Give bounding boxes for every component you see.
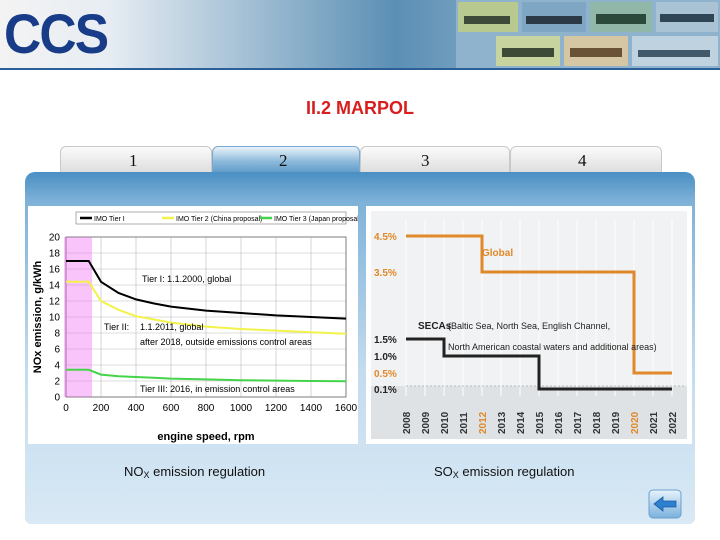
- nox-plot-frame: [65, 236, 347, 398]
- nox-ytick-label: 20: [49, 233, 61, 244]
- sox-chart: 2008 2009 2010 2011 2012 2013 2014 2015 2016 2017…: [366, 206, 692, 444]
- tab-bar: 1 2 3 4: [60, 146, 662, 174]
- sox-xtick-label: 2012: [478, 411, 489, 434]
- tab-1[interactable]: 1: [60, 146, 212, 174]
- nox-ytick-label: 4: [54, 361, 60, 372]
- nox-ytick-label: 18: [49, 249, 61, 260]
- sox-xtick-label: 2011: [459, 412, 470, 434]
- sox-xtick-label: 2013: [497, 411, 508, 434]
- tab-3[interactable]: 3: [360, 146, 510, 174]
- sox-ytick-label: 3.5%: [374, 268, 397, 279]
- nox-ytick-label: 14: [49, 281, 61, 292]
- caption-prefix: NO: [124, 464, 144, 479]
- nox-annotation: after 2018, outside emissions control ar…: [140, 337, 312, 347]
- sox-xtick-label: 2021: [649, 411, 660, 434]
- nox-legend-entry: IMO Tier 2 (China proposal): [176, 216, 262, 223]
- nox-ytick-label: 0: [54, 393, 60, 404]
- sox-xtick-label: 2022: [668, 411, 679, 434]
- sox-xtick-label: 2010: [440, 411, 451, 434]
- caption-subscript: X: [143, 470, 150, 480]
- nox-legend-entry: IMO Tier 3 (Japan proposal): [274, 216, 358, 223]
- sox-ytick-label: 0.1%: [374, 385, 397, 396]
- ship-photos: [456, 0, 720, 68]
- nox-ytick-label: 8: [54, 329, 60, 340]
- sox-ytick-label: 1.5%: [374, 335, 397, 346]
- nox-xtick-label: 400: [128, 403, 145, 414]
- sox-xtick-label: 2014: [516, 411, 527, 434]
- header-divider: [0, 68, 720, 70]
- sox-xtick-label: 2009: [421, 411, 432, 434]
- sox-xtick-label: 2016: [554, 411, 565, 434]
- nox-xtick-label: 800: [198, 403, 215, 414]
- tab-2[interactable]: 2: [212, 146, 360, 174]
- nox-xtick-label: 1600: [335, 403, 358, 414]
- sox-series-line: [406, 234, 672, 375]
- tab-4[interactable]: 4: [510, 146, 662, 174]
- nox-chart: 0 2 4 6 8 10 12 14 16 18 20 0 200 400 600 800 1000 1200 14…: [28, 206, 361, 444]
- sox-xtick-label: 2019: [611, 411, 622, 434]
- sox-xtick-label: 2015: [535, 411, 546, 434]
- sox-xtick-label: 2018: [592, 411, 603, 434]
- nox-xtick-label: 600: [163, 403, 180, 414]
- caption-subscript: X: [452, 470, 459, 480]
- nox-annotation: Tier II:: [104, 322, 129, 332]
- nox-xtick-label: 1400: [300, 403, 323, 414]
- nox-ytick-label: 10: [49, 313, 61, 324]
- sox-ytick-label: 1.0%: [374, 352, 397, 363]
- nox-ytick-label: 16: [49, 265, 61, 276]
- nox-series-line: [66, 368, 347, 383]
- sox-xtick-label: 2020: [630, 411, 641, 434]
- sox-ytick-label: 4.5%: [374, 232, 397, 243]
- nox-xtick-label: 1200: [265, 403, 288, 414]
- nox-annotation: Tier I: 1.1.2000, global: [142, 274, 231, 284]
- sox-caption: SOX emission regulation: [434, 464, 574, 480]
- back-arrow-icon[interactable]: [648, 489, 682, 519]
- nox-xlabel: engine speed, rpm: [157, 431, 254, 443]
- nox-series-line: [66, 260, 347, 320]
- nox-caption: NOX emission regulation: [124, 464, 265, 480]
- sox-ytick-label: 0.5%: [374, 369, 397, 380]
- sox-chart-svg: 2008 2009 2010 2011 2012 2013 2014 2015 2016 2017…: [371, 211, 687, 439]
- sox-xtick-label: 2008: [402, 411, 413, 434]
- sox-annotation: Global: [482, 248, 513, 259]
- nox-ylabel: NOx emission, g/kWh: [32, 260, 44, 373]
- nox-xtick-label: 1000: [230, 403, 253, 414]
- nox-series-line: [66, 280, 347, 335]
- tab-label: 4: [578, 151, 587, 170]
- tab-label: 3: [421, 151, 430, 170]
- tab-label: 2: [279, 151, 288, 170]
- tab-label: 1: [129, 151, 138, 170]
- nox-xtick-label: 200: [93, 403, 110, 414]
- nox-ytick-label: 12: [49, 297, 61, 308]
- caption-suffix: emission regulation: [458, 464, 575, 479]
- ccs-logo: CCS: [4, 2, 109, 65]
- nox-legend-entry: IMO Tier I: [94, 216, 125, 223]
- nox-annotation: Tier III: 2016, in emission control area…: [140, 384, 295, 394]
- sox-xtick-label: 2017: [573, 411, 584, 434]
- sox-annotation: (Baltic Sea, North Sea, English Channel,: [448, 321, 610, 331]
- nox-annotation: 1.1.2011, global: [140, 322, 203, 332]
- caption-prefix: SO: [434, 464, 453, 479]
- sox-annotation: SECAs: [418, 321, 452, 332]
- sox-series-line: [406, 337, 672, 391]
- nox-ytick-label: 6: [54, 345, 60, 356]
- sox-annotation: North American coastal waters and additi…: [448, 342, 657, 352]
- caption-suffix: emission regulation: [149, 464, 266, 479]
- nox-xtick-label: 0: [63, 403, 69, 414]
- header-banner: CCS: [0, 0, 720, 68]
- page-title: II.2 MARPOL: [305, 98, 414, 118]
- nox-ytick-label: 2: [54, 377, 60, 388]
